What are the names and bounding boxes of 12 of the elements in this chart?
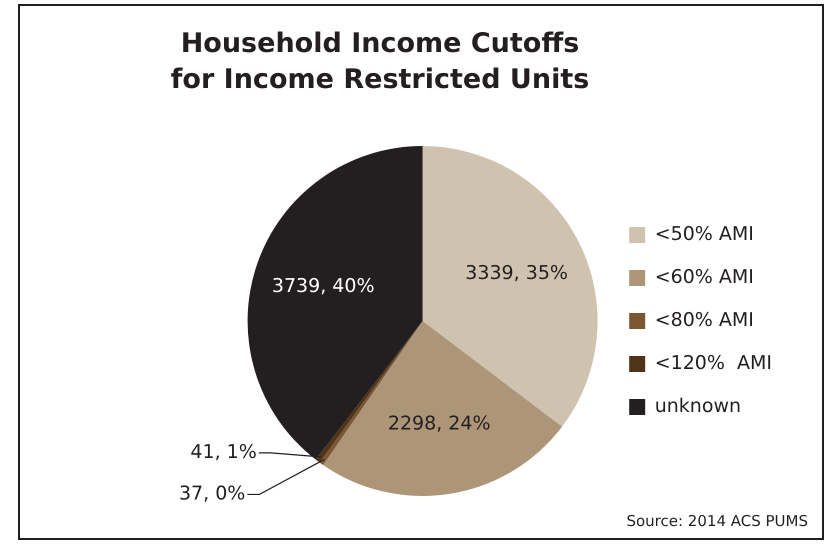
legend-label: <120% AMI (654, 352, 772, 374)
data-label: 3339, 35% (465, 262, 568, 284)
data-label: 2298, 24% (388, 412, 491, 435)
data-label: 37, 0% (178, 482, 246, 504)
legend-label: <50% AMI (654, 222, 754, 245)
legend-label: <80% AMI (654, 308, 754, 331)
chart-title: Household Income Cutoffs for Income Restricted Units (170, 27, 590, 98)
data-label: 3739, 40% (272, 275, 375, 298)
source-note: Source: 2014 ACS PUMS (626, 512, 808, 530)
legend-label: <60% AMI (654, 266, 754, 288)
legend-label: unknown (654, 394, 742, 417)
data-label: 41, 1% (190, 440, 257, 463)
